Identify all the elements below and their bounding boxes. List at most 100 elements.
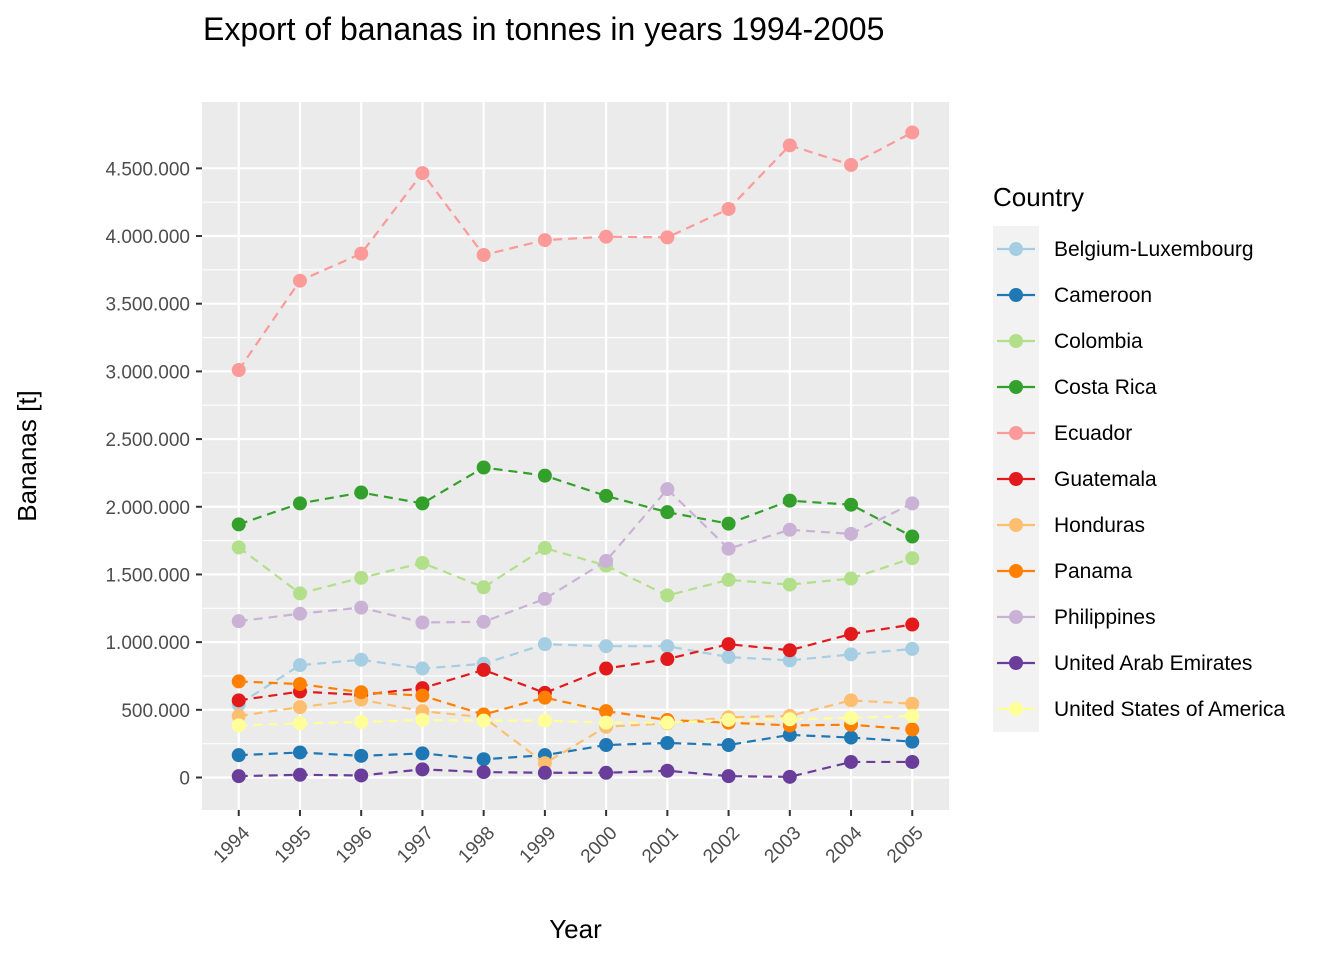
data-point [844,497,859,512]
data-point [660,735,675,750]
legend-key-point [1009,472,1023,486]
data-point [844,647,859,662]
legend-key-point [1009,564,1023,578]
data-point [537,637,552,652]
data-point [354,768,369,783]
data-point [599,715,614,730]
data-point [721,637,736,652]
data-point [292,767,307,782]
data-point [537,713,552,728]
data-point [721,738,736,753]
data-point [537,541,552,556]
data-point [354,748,369,763]
data-point [844,571,859,586]
legend-item: Costa Rica [997,376,1157,399]
y-tick-label: 500.000 [121,701,190,722]
data-point [292,273,307,288]
data-point [354,685,369,700]
y-tick-label: 4.000.000 [105,227,190,248]
data-point [537,765,552,780]
legend-label: Colombia [1054,330,1143,353]
data-point [292,716,307,731]
data-point [660,505,675,520]
data-point [354,246,369,261]
x-axis: 1994 1995 1996 1997 1998 1999 2000 2001 2002 2003… [210,810,928,867]
legend-item: Panama [997,560,1133,583]
y-axis: 0 500.000 1.000.000 1.500.000 2.000.000 2.500… [105,159,202,790]
series [231,125,920,378]
data-point [292,586,307,601]
y-tick-label: 3.500.000 [105,295,190,316]
x-tick-label: 2000 [577,823,622,868]
data-point [660,652,675,667]
x-axis-label: Year [549,914,602,944]
data-point [599,738,614,753]
data-point [844,693,859,708]
y-tick-label: 2.000.000 [105,498,190,519]
series-line [238,760,913,778]
y-tick-label: 4.500.000 [105,159,190,180]
data-point [905,641,920,656]
data-point [292,658,307,673]
series-line [238,466,913,538]
data-point [844,754,859,769]
plot-panel [202,102,949,810]
data-point [231,748,246,763]
legend-label: Guatemala [1054,468,1157,491]
data-point [415,496,430,511]
series-line [238,733,913,761]
data-point [844,157,859,172]
legend-label: Belgium-Luxembourg [1054,238,1254,261]
series-line [238,623,913,702]
series-line [238,714,913,727]
grid-minor [202,201,949,745]
data-point [354,485,369,500]
x-tick-label: 2003 [761,823,806,868]
data-point [905,551,920,566]
y-tick-label: 1.000.000 [105,633,190,654]
data-point [782,138,797,153]
series-layer [231,125,920,784]
data-point [721,650,736,665]
data-point [415,712,430,727]
legend-item: Guatemala [997,468,1157,491]
data-point [905,696,920,711]
data-point [354,570,369,585]
data-point [782,493,797,508]
data-point [292,606,307,621]
data-point [476,614,491,629]
legend-key-point [1009,288,1023,302]
data-point [354,600,369,615]
data-point [231,769,246,784]
series [231,708,920,733]
legend-label: United States of America [1054,698,1285,721]
y-axis-label: Bananas [t] [12,390,42,522]
data-point [905,754,920,769]
data-point [721,516,736,531]
data-point [599,765,614,780]
x-tick-label: 1999 [516,823,561,868]
legend-title: Country [993,182,1084,212]
legend-label: Honduras [1054,514,1145,537]
data-point [231,517,246,532]
data-point [721,201,736,216]
series [231,482,920,630]
data-point [599,704,614,719]
legend: Country Belgium-Luxembourg Cameroon Colomb… [993,182,1285,732]
data-point [231,363,246,378]
x-tick-label: 1996 [332,823,377,868]
legend-item: Ecuador [997,422,1132,445]
data-point [844,730,859,745]
data-point [599,553,614,568]
x-tick-label: 2001 [638,823,683,868]
chart-title: Export of bananas in tonnes in years 199… [203,11,884,47]
data-point [599,488,614,503]
x-tick-label: 2005 [883,823,928,868]
data-point [599,661,614,676]
data-point [905,496,920,511]
data-point [476,247,491,262]
data-point [415,688,430,703]
legend-label: United Arab Emirates [1054,652,1252,675]
x-tick-label: 1998 [454,823,499,868]
x-tick-label: 1994 [210,822,255,867]
